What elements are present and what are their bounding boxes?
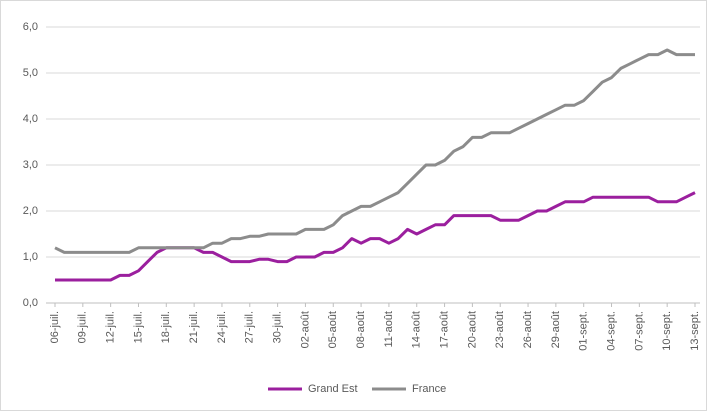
x-tick-label: 15-juil. bbox=[132, 311, 144, 343]
x-tick-label: 05-août bbox=[327, 311, 339, 348]
series-line bbox=[55, 191, 696, 282]
series-line bbox=[54, 48, 695, 254]
y-tick-label: 5,0 bbox=[23, 67, 38, 79]
legend-label: Grand Est bbox=[308, 383, 358, 395]
x-tick-label: 07-sept. bbox=[633, 311, 645, 351]
y-tick-label: 4,0 bbox=[23, 113, 38, 125]
x-tick-label: 11-août bbox=[383, 311, 395, 348]
y-tick-label: 2,0 bbox=[23, 205, 38, 217]
x-tick-label: 30-juil. bbox=[272, 311, 284, 343]
x-tick-label: 20-août bbox=[466, 311, 478, 348]
x-tick-label: 10-sept. bbox=[661, 311, 673, 351]
y-tick-label: 3,0 bbox=[23, 159, 38, 171]
x-tick-label: 27-juil. bbox=[244, 311, 256, 343]
x-tick-label: 18-juil. bbox=[160, 311, 172, 343]
y-tick-label: 1,0 bbox=[23, 251, 38, 263]
x-tick-label: 17-août bbox=[438, 311, 450, 348]
x-tick-label: 02-août bbox=[299, 311, 311, 348]
x-tick-label: 09-juil. bbox=[77, 311, 89, 343]
x-tick-label: 26-août bbox=[522, 311, 534, 348]
x-tick-label: 12-juil. bbox=[105, 311, 117, 343]
x-tick-label: 29-août bbox=[550, 311, 562, 348]
x-tick-label: 23-août bbox=[494, 311, 506, 348]
legend-label: France bbox=[412, 383, 446, 395]
x-tick-label: 24-juil. bbox=[216, 311, 228, 343]
x-tick-label: 14-août bbox=[411, 311, 423, 348]
y-tick-label: 0,0 bbox=[23, 297, 38, 309]
x-tick-label: 21-juil. bbox=[188, 311, 200, 343]
x-tick-label: 01-sept. bbox=[578, 311, 590, 351]
x-tick-label: 04-sept. bbox=[605, 311, 617, 351]
x-tick-label: 08-août bbox=[355, 311, 367, 348]
y-tick-label: 6,0 bbox=[23, 21, 38, 33]
x-tick-label: 06-juil. bbox=[49, 311, 61, 343]
x-tick-label: 13-sept. bbox=[689, 311, 701, 351]
